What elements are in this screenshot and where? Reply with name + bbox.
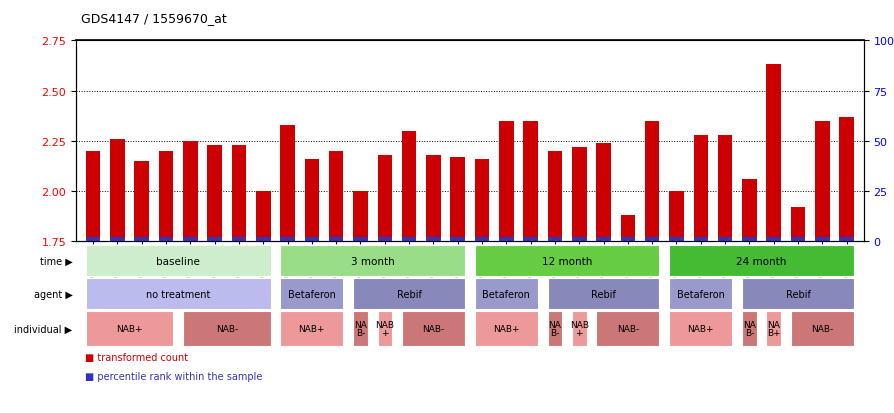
Text: Betaferon: Betaferon xyxy=(482,289,529,299)
Bar xyxy=(814,237,829,242)
Bar xyxy=(450,157,465,242)
Text: NAB
+: NAB + xyxy=(569,320,588,337)
Bar xyxy=(765,237,780,242)
Bar xyxy=(86,152,100,242)
Bar xyxy=(595,143,611,242)
Bar xyxy=(280,126,294,242)
Bar xyxy=(669,237,683,242)
Bar xyxy=(256,192,270,242)
Bar xyxy=(304,237,319,242)
Bar xyxy=(717,237,731,242)
Text: individual ▶: individual ▶ xyxy=(14,323,72,334)
Text: NAB-: NAB- xyxy=(215,324,238,333)
Bar xyxy=(741,237,755,242)
Bar xyxy=(183,141,198,242)
Bar xyxy=(328,152,343,242)
Text: 12 month: 12 month xyxy=(541,256,592,266)
Text: time ▶: time ▶ xyxy=(39,256,72,266)
Bar xyxy=(499,237,513,242)
Bar xyxy=(620,216,635,242)
Text: Rebif: Rebif xyxy=(785,289,810,299)
Text: agent ▶: agent ▶ xyxy=(34,289,72,299)
Bar xyxy=(134,237,148,242)
Text: NAB+: NAB+ xyxy=(493,324,519,333)
Bar xyxy=(280,237,294,242)
Bar xyxy=(207,145,222,242)
Text: NA
B-: NA B- xyxy=(354,320,367,337)
Bar xyxy=(620,237,635,242)
Bar xyxy=(401,131,416,242)
Bar xyxy=(207,237,222,242)
Bar xyxy=(523,237,537,242)
Bar xyxy=(474,237,489,242)
Bar xyxy=(377,237,392,242)
Bar xyxy=(645,121,659,242)
Bar xyxy=(353,237,367,242)
Text: NAB-: NAB- xyxy=(810,324,832,333)
Bar xyxy=(232,145,246,242)
Text: baseline: baseline xyxy=(156,256,200,266)
Text: NAB+: NAB+ xyxy=(116,324,143,333)
Bar xyxy=(595,237,611,242)
Bar xyxy=(499,121,513,242)
Text: Betaferon: Betaferon xyxy=(288,289,335,299)
Bar xyxy=(353,192,367,242)
Text: no treatment: no treatment xyxy=(146,289,210,299)
Bar xyxy=(765,65,780,242)
Bar xyxy=(158,152,173,242)
Text: Rebif: Rebif xyxy=(590,289,615,299)
Text: 24 month: 24 month xyxy=(736,256,786,266)
Bar xyxy=(183,237,198,242)
Bar xyxy=(134,161,148,242)
Bar xyxy=(571,147,586,242)
Bar xyxy=(669,192,683,242)
Text: NA
B-: NA B- xyxy=(742,320,755,337)
Bar xyxy=(839,117,853,242)
Text: NAB
+: NAB + xyxy=(375,320,394,337)
Bar xyxy=(401,237,416,242)
Text: Rebif: Rebif xyxy=(396,289,421,299)
Bar xyxy=(523,121,537,242)
Bar xyxy=(426,155,440,242)
Text: NAB-: NAB- xyxy=(616,324,638,333)
Text: NA
B-: NA B- xyxy=(548,320,561,337)
Bar xyxy=(645,237,659,242)
Bar xyxy=(232,237,246,242)
Bar xyxy=(571,237,586,242)
Bar xyxy=(328,237,343,242)
Bar xyxy=(547,237,561,242)
Bar xyxy=(86,237,100,242)
Bar xyxy=(547,152,561,242)
Bar xyxy=(839,237,853,242)
Bar xyxy=(110,237,124,242)
Text: ■ percentile rank within the sample: ■ percentile rank within the sample xyxy=(85,371,262,381)
Text: NA
B+: NA B+ xyxy=(766,320,780,337)
Bar xyxy=(717,135,731,242)
Bar xyxy=(693,135,707,242)
Bar xyxy=(256,237,270,242)
Text: Betaferon: Betaferon xyxy=(676,289,724,299)
Text: NAB+: NAB+ xyxy=(299,324,325,333)
Bar xyxy=(110,140,124,242)
Bar xyxy=(474,159,489,242)
Bar xyxy=(741,180,755,242)
Bar xyxy=(450,237,465,242)
Text: GDS4147 / 1559670_at: GDS4147 / 1559670_at xyxy=(80,12,226,25)
Bar xyxy=(790,237,805,242)
Bar xyxy=(377,155,392,242)
Bar xyxy=(304,159,319,242)
Text: 3 month: 3 month xyxy=(350,256,394,266)
Bar xyxy=(426,237,440,242)
Bar xyxy=(158,237,173,242)
Text: NAB+: NAB+ xyxy=(687,324,713,333)
Text: ■ transformed count: ■ transformed count xyxy=(85,352,188,362)
Bar xyxy=(790,208,805,242)
Bar xyxy=(814,121,829,242)
Bar xyxy=(693,237,707,242)
Text: NAB-: NAB- xyxy=(422,324,444,333)
